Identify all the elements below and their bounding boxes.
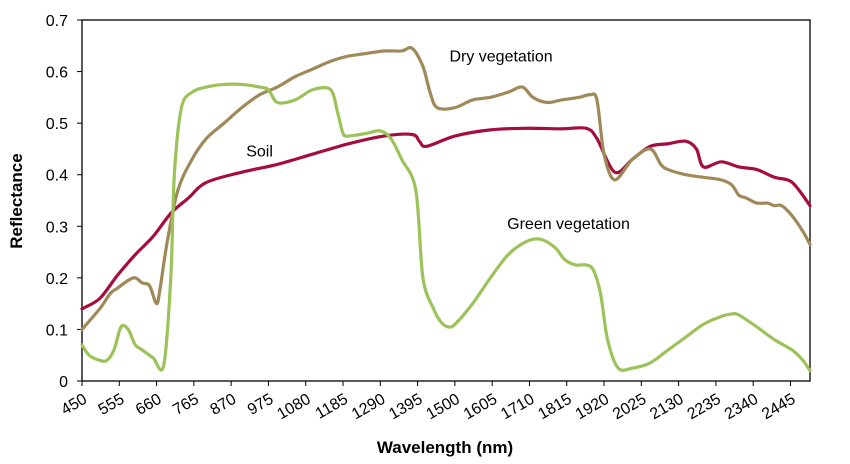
x-tick-label: 660: [133, 391, 165, 419]
x-tick-label: 450: [58, 391, 90, 419]
x-tick-label: 1605: [461, 391, 500, 424]
x-tick-label: 1185: [313, 391, 351, 423]
x-tick-label: 1920: [573, 391, 612, 424]
y-tick-label: 0: [59, 374, 68, 391]
y-tick-label: 0.7: [46, 13, 68, 30]
plot-frame: [81, 19, 811, 382]
series-line-green-vegetation: [80, 82, 812, 373]
x-tick-label: 2130: [647, 391, 686, 424]
x-tick-label: 1395: [386, 391, 425, 424]
x-tick-label: 1290: [349, 391, 388, 424]
axes: 0 0.1 0.2 0.3 0.4 0.5 0.6 0.7 450 555 660 765 870 975…: [46, 13, 811, 424]
x-axis-title: Wavelength (nm): [377, 438, 513, 457]
series-label-green-vegetation: Green vegetation: [507, 216, 630, 233]
y-tick-label: 0.4: [46, 168, 68, 185]
x-tick-label: 1500: [424, 391, 463, 424]
x-tick-label: 870: [208, 391, 240, 419]
x-tick-label: 1080: [274, 391, 313, 424]
x-tick-label: 2340: [722, 391, 761, 424]
x-tick-label: 2235: [685, 391, 724, 424]
series-line-dry-vegetation: [80, 46, 812, 332]
x-tick-label: 765: [170, 391, 202, 419]
labels-layer: Dry vegetation Soil Green vegetation: [246, 48, 630, 233]
y-tick-label: 0.2: [46, 271, 68, 288]
x-tick-label: 2025: [610, 391, 649, 424]
x-tick-label: 1815: [535, 391, 574, 424]
y-tick-label: 0.6: [46, 65, 68, 82]
x-tick-label: 975: [245, 391, 277, 419]
x-tick-label: 1710: [498, 391, 537, 424]
x-tick-label: 2445: [759, 391, 798, 424]
series-line-soil: [80, 126, 812, 311]
y-axis-title: Reflectance: [7, 153, 26, 248]
series-label-soil: Soil: [246, 144, 273, 161]
y-tick-label: 0.1: [46, 322, 68, 339]
y-tick-label: 0.3: [46, 219, 68, 236]
series-label-dry-vegetation: Dry vegetation: [449, 48, 552, 65]
y-tick-label: 0.5: [46, 116, 68, 133]
series-layer: [80, 46, 812, 373]
x-tick-label: 555: [96, 391, 128, 419]
